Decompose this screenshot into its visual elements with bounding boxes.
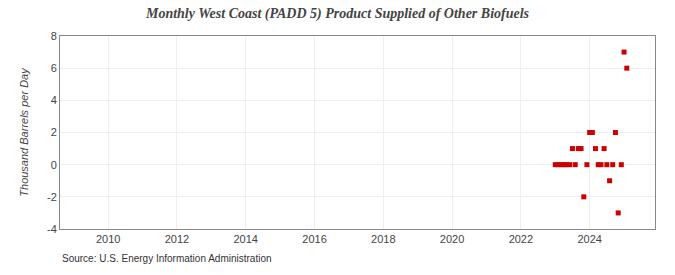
svg-text:2020: 2020 [440,233,464,245]
svg-text:6: 6 [51,62,57,74]
svg-text:2010: 2010 [96,233,120,245]
svg-text:8: 8 [51,30,57,42]
svg-text:2024: 2024 [577,233,601,245]
svg-text:2014: 2014 [233,233,257,245]
svg-text:Thousand Barrels per Day: Thousand Barrels per Day [18,67,30,197]
svg-text:-4: -4 [47,223,57,235]
svg-text:2: 2 [51,126,57,138]
svg-text:0: 0 [51,159,57,171]
svg-text:2016: 2016 [302,233,326,245]
svg-text:2018: 2018 [371,233,395,245]
svg-text:Source: U.S. Energy Informatio: Source: U.S. Energy Information Administ… [62,253,272,264]
svg-text:-2: -2 [47,191,57,203]
svg-text:2022: 2022 [509,233,533,245]
svg-text:4: 4 [51,94,57,106]
svg-text:Monthly West Coast (PADD 5) Pr: Monthly West Coast (PADD 5) Product Supp… [145,6,530,22]
svg-text:2012: 2012 [165,233,189,245]
